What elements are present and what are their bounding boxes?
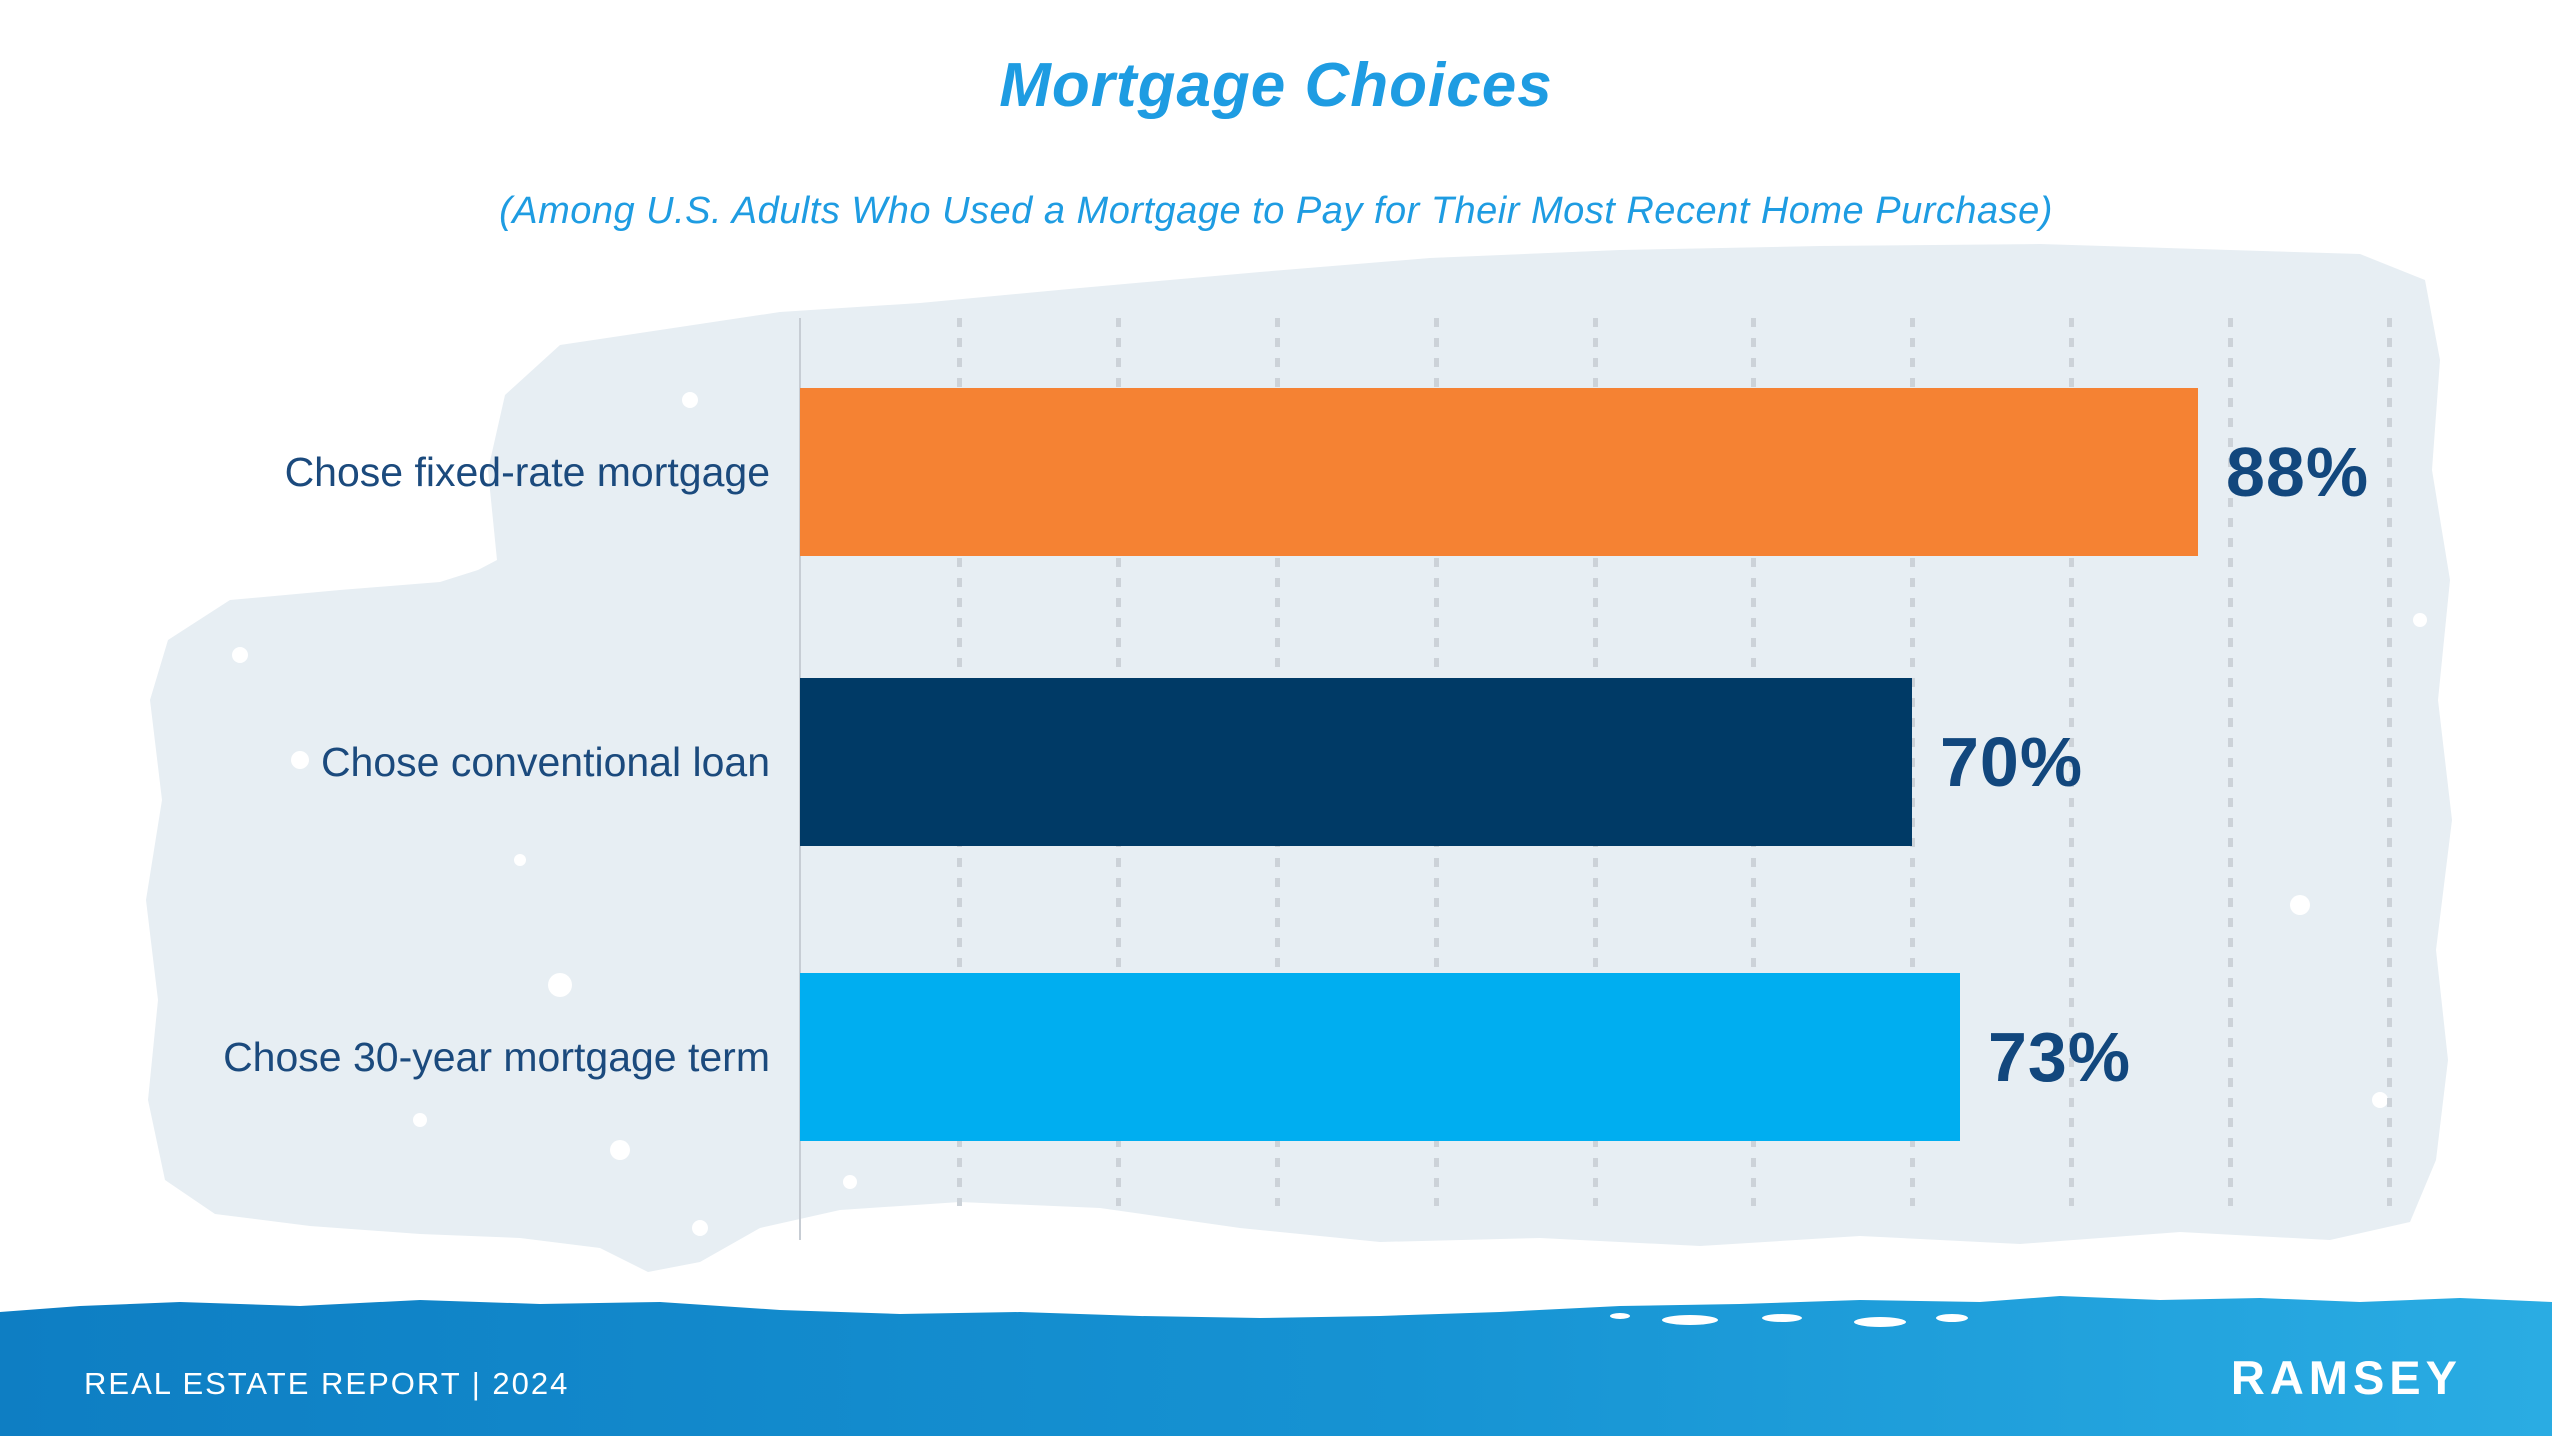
bar-label: Chose fixed-rate mortgage bbox=[284, 448, 770, 495]
footer-wave-band bbox=[0, 1296, 2552, 1436]
chart-subtitle: (Among U.S. Adults Who Used a Mortgage t… bbox=[499, 190, 2053, 232]
footer-brush-speckles bbox=[1610, 1313, 1968, 1327]
bar-3 bbox=[800, 973, 1960, 1141]
bar-2 bbox=[800, 678, 1912, 846]
ramsey-logo: RAMSEY bbox=[2230, 1351, 2462, 1404]
bar-value: 70% bbox=[1940, 723, 2084, 801]
bar-label: Chose 30-year mortgage term bbox=[223, 1033, 770, 1080]
bar-value: 73% bbox=[1988, 1018, 2132, 1096]
bar-value: 88% bbox=[2226, 433, 2370, 511]
bar-label: Chose conventional loan bbox=[320, 738, 770, 785]
footer-report-label: REAL ESTATE REPORT | 2024 bbox=[84, 1366, 570, 1401]
bar-1 bbox=[800, 388, 2198, 556]
gridline-100pct bbox=[2387, 318, 2392, 1206]
footer-wave-shape bbox=[0, 1296, 2552, 1436]
chart-title: Mortgage Choices bbox=[999, 51, 1553, 120]
gridline-80pct bbox=[2069, 318, 2075, 1206]
gridline-70pct bbox=[1910, 318, 1916, 1206]
gridline-90pct bbox=[2228, 318, 2234, 1206]
wash-speckles bbox=[232, 392, 2427, 1236]
